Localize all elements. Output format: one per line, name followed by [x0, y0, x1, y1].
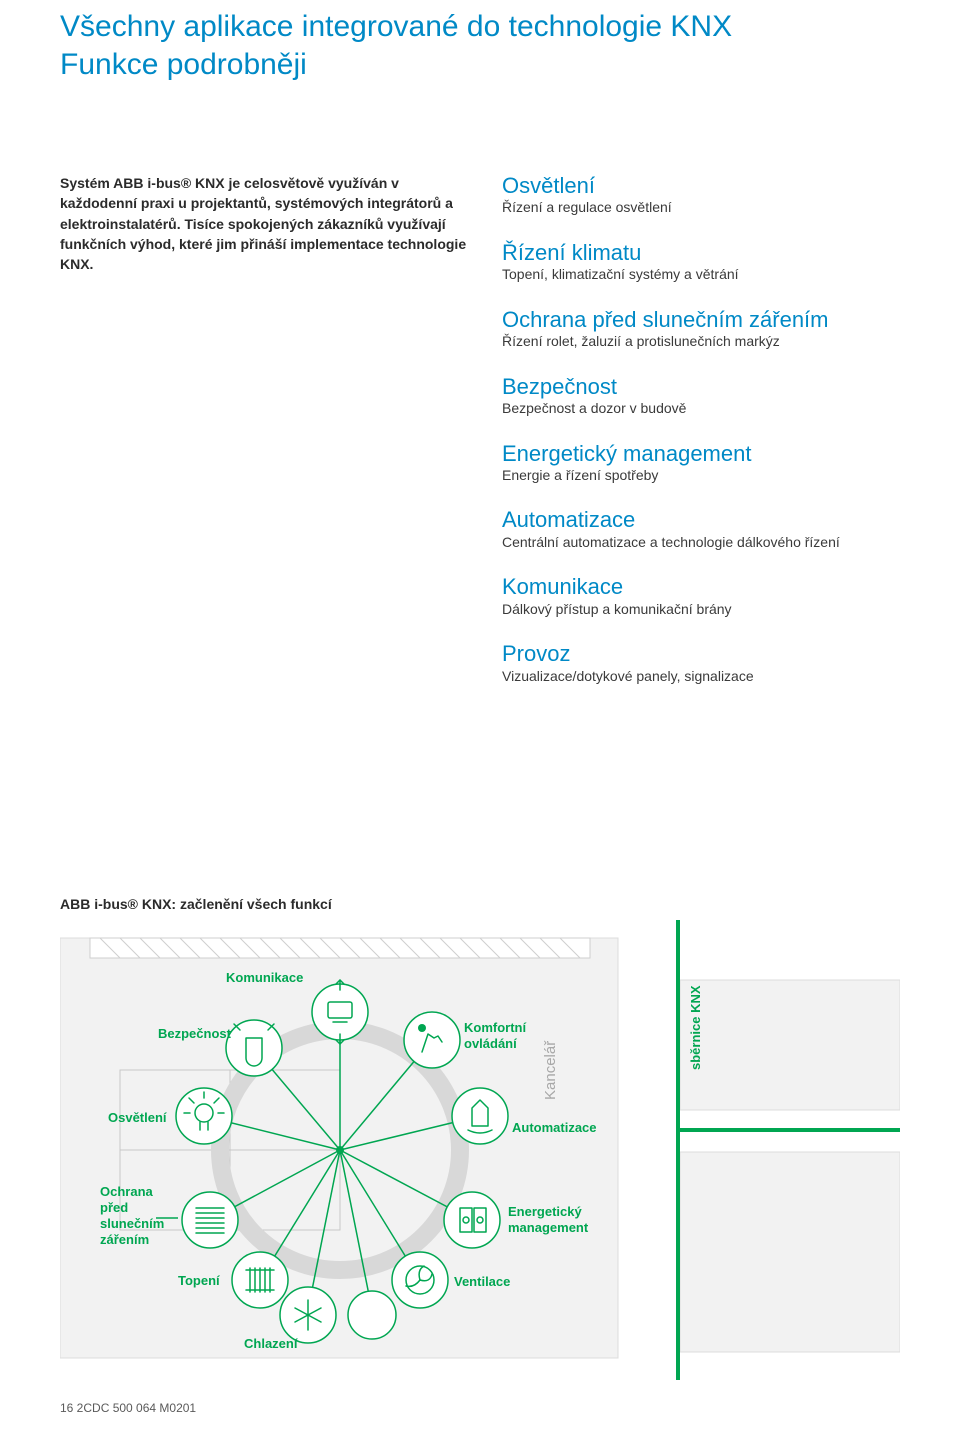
intro-paragraph: Systém ABB i-bus® KNX je celosvětově vyu… [60, 173, 470, 274]
label-komfort-1: Komfortní [464, 1020, 526, 1035]
sections-list: Osvětlení Řízení a regulace osvětlení Ří… [502, 173, 900, 686]
label-osvetleni: Osvětlení [108, 1110, 167, 1125]
label-ventilace: Ventilace [454, 1274, 510, 1289]
section-head: Bezpečnost [502, 374, 900, 399]
section-head: Provoz [502, 641, 900, 666]
section-sub: Dálkový přístup a komunikační brány [502, 600, 900, 620]
section-head: Osvětlení [502, 173, 900, 198]
bus-label: sběrnice KNX [688, 985, 703, 1070]
section-sub: Bezpečnost a dozor v budově [502, 399, 900, 419]
label-komunikace: Komunikace [226, 970, 303, 985]
label-komfort-2: ovládání [464, 1036, 517, 1051]
node-osvetleni [176, 1088, 232, 1144]
hatch-strip [90, 938, 590, 958]
label-energ-2: management [508, 1220, 589, 1235]
diagram-caption: ABB i-bus® KNX: začlenění všech funkcí [60, 896, 900, 912]
label-bezpecnost: Bezpečnost [158, 1026, 232, 1041]
section-sub: Topení, klimatizační systémy a větrání [502, 265, 900, 285]
page-footer: 16 2CDC 500 064 M0201 [60, 1401, 196, 1415]
section-head: Ochrana před slunečním zářením [502, 307, 900, 332]
label-automatizace: Automatizace [512, 1120, 597, 1135]
node-chlazeni [280, 1287, 336, 1343]
node-energeticky [444, 1192, 500, 1248]
section-head: Komunikace [502, 574, 900, 599]
section-head: Automatizace [502, 507, 900, 532]
title-line-2: Funkce podrobněji [60, 46, 900, 84]
label-ochrana-4: zářením [100, 1232, 149, 1247]
node-ochrana [182, 1192, 238, 1248]
section-sub: Centrální automatizace a technologie dál… [502, 533, 900, 553]
label-ochrana-1: Ochrana [100, 1184, 154, 1199]
label-energ-1: Energetický [508, 1204, 582, 1219]
section-head: Řízení klimatu [502, 240, 900, 265]
section-sub: Řízení rolet, žaluzií a protislunečních … [502, 332, 900, 352]
section-head: Energetický management [502, 441, 900, 466]
label-ochrana-3: slunečním [100, 1216, 164, 1231]
section-sub: Energie a řízení spotřeby [502, 466, 900, 486]
node-ventilace [392, 1252, 448, 1308]
room-label: Kancelář [542, 1040, 559, 1100]
label-chlazeni: Chlazení [244, 1336, 298, 1351]
knx-diagram: Komunikace Bezpečnost Osvětlení Ochrana … [60, 920, 900, 1380]
node-komfort [404, 1012, 460, 1068]
page-title: Všechny aplikace integrované do technolo… [60, 0, 900, 83]
node-bezpecnost [226, 1020, 282, 1076]
label-topeni: Topení [178, 1273, 220, 1288]
section-sub: Vizualizace/dotykové panely, signalizace [502, 667, 900, 687]
node-automatizace [452, 1088, 508, 1144]
title-line-1: Všechny aplikace integrované do technolo… [60, 8, 900, 46]
node-topeni [232, 1252, 288, 1308]
node-extra [348, 1291, 396, 1339]
section-sub: Řízení a regulace osvětlení [502, 198, 900, 218]
label-ochrana-2: před [100, 1200, 128, 1215]
